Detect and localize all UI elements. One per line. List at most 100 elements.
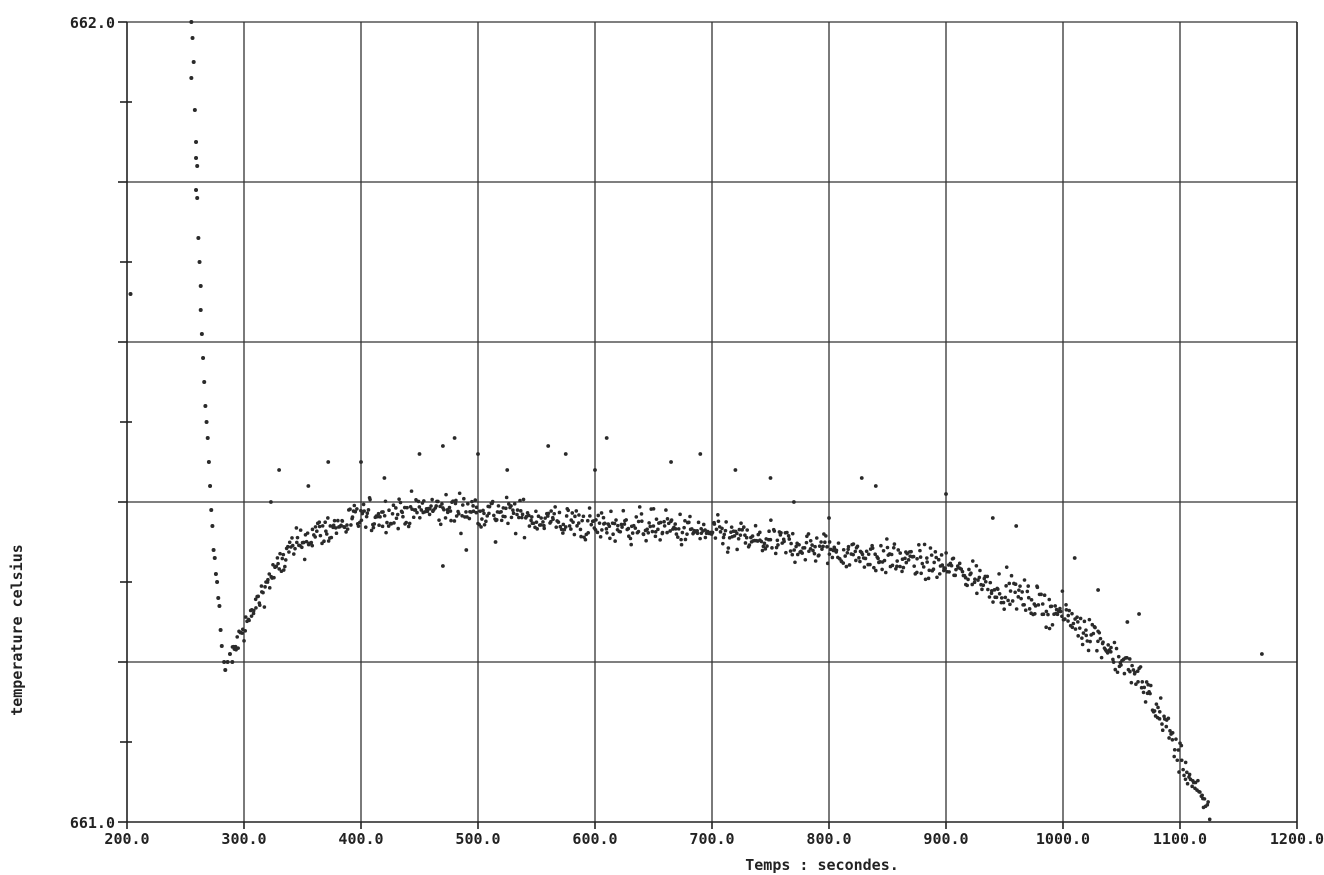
data-point bbox=[718, 530, 723, 534]
data-point bbox=[1187, 772, 1192, 777]
data-point bbox=[219, 644, 224, 648]
data-point bbox=[607, 524, 612, 529]
data-point bbox=[1042, 593, 1047, 598]
data-point bbox=[1039, 592, 1043, 597]
data-point bbox=[1143, 700, 1148, 704]
data-point bbox=[1098, 636, 1103, 641]
data-point bbox=[903, 556, 907, 561]
data-point bbox=[1076, 620, 1080, 624]
data-point bbox=[817, 553, 821, 557]
data-point bbox=[430, 497, 434, 502]
data-point bbox=[323, 520, 327, 525]
data-point bbox=[932, 560, 936, 565]
data-point bbox=[851, 552, 856, 557]
data-point bbox=[211, 548, 216, 552]
data-point bbox=[192, 108, 197, 112]
data-point bbox=[973, 577, 977, 581]
data-point bbox=[599, 511, 604, 515]
data-point bbox=[567, 524, 572, 528]
data-point bbox=[768, 537, 773, 542]
data-point bbox=[732, 534, 737, 538]
data-point bbox=[541, 520, 545, 524]
data-point bbox=[1142, 685, 1147, 690]
data-point bbox=[626, 526, 631, 531]
data-point bbox=[674, 532, 679, 536]
data-point bbox=[737, 527, 742, 532]
data-point bbox=[505, 468, 510, 472]
data-point bbox=[1164, 724, 1169, 729]
data-point bbox=[578, 527, 583, 532]
data-point bbox=[441, 444, 445, 448]
data-point bbox=[759, 539, 764, 544]
data-point bbox=[406, 524, 411, 529]
data-point bbox=[476, 452, 480, 456]
data-point bbox=[449, 518, 453, 523]
data-point bbox=[868, 562, 872, 567]
data-point bbox=[263, 585, 267, 589]
data-point bbox=[1119, 663, 1123, 667]
data-point bbox=[298, 528, 303, 532]
data-point bbox=[511, 508, 515, 512]
data-point bbox=[199, 332, 204, 336]
data-point bbox=[216, 596, 221, 600]
data-point bbox=[504, 495, 509, 500]
data-point bbox=[1182, 773, 1186, 778]
data-point bbox=[957, 561, 962, 566]
data-point bbox=[673, 522, 678, 526]
data-point bbox=[918, 555, 923, 559]
data-point bbox=[585, 518, 590, 523]
data-point bbox=[1036, 603, 1041, 607]
data-point bbox=[656, 527, 660, 532]
data-point bbox=[277, 567, 281, 571]
data-point bbox=[1183, 760, 1188, 765]
data-point bbox=[515, 512, 519, 517]
data-point bbox=[803, 558, 808, 562]
data-point bbox=[444, 492, 448, 497]
data-point bbox=[1044, 625, 1048, 630]
data-point bbox=[339, 523, 343, 528]
data-point bbox=[660, 530, 665, 535]
data-point bbox=[1093, 625, 1097, 630]
data-point bbox=[987, 595, 992, 599]
data-point bbox=[1181, 767, 1185, 772]
data-point bbox=[636, 519, 641, 524]
data-point bbox=[983, 579, 988, 584]
data-point bbox=[898, 564, 902, 569]
data-point bbox=[793, 560, 797, 565]
data-point bbox=[534, 509, 538, 514]
data-point bbox=[317, 520, 322, 525]
data-point bbox=[665, 517, 670, 521]
data-point bbox=[611, 532, 615, 537]
data-point bbox=[579, 534, 583, 539]
data-point bbox=[1085, 639, 1090, 643]
data-point bbox=[427, 512, 432, 517]
data-point bbox=[436, 499, 440, 504]
data-point bbox=[679, 537, 683, 542]
data-point bbox=[601, 515, 606, 520]
data-point bbox=[404, 520, 408, 525]
data-point bbox=[361, 502, 366, 507]
data-point bbox=[1066, 613, 1071, 618]
data-point bbox=[866, 552, 871, 557]
data-point bbox=[772, 529, 777, 533]
data-point bbox=[790, 531, 795, 536]
data-point bbox=[981, 583, 986, 587]
data-point bbox=[287, 550, 291, 554]
data-point bbox=[1006, 598, 1010, 603]
data-point bbox=[1063, 617, 1067, 621]
data-point bbox=[293, 546, 297, 551]
data-point bbox=[1109, 645, 1113, 650]
data-point bbox=[604, 436, 609, 440]
data-point bbox=[744, 535, 749, 540]
data-point bbox=[554, 525, 559, 529]
data-point bbox=[531, 521, 536, 526]
data-point bbox=[1023, 608, 1028, 613]
data-point bbox=[482, 511, 486, 516]
data-point bbox=[309, 540, 314, 545]
data-point bbox=[637, 505, 642, 509]
data-point bbox=[1013, 590, 1017, 595]
data-point bbox=[779, 531, 783, 535]
data-point bbox=[1044, 609, 1049, 614]
data-point bbox=[368, 497, 372, 502]
x-tick-label: 600.0 bbox=[572, 830, 617, 848]
